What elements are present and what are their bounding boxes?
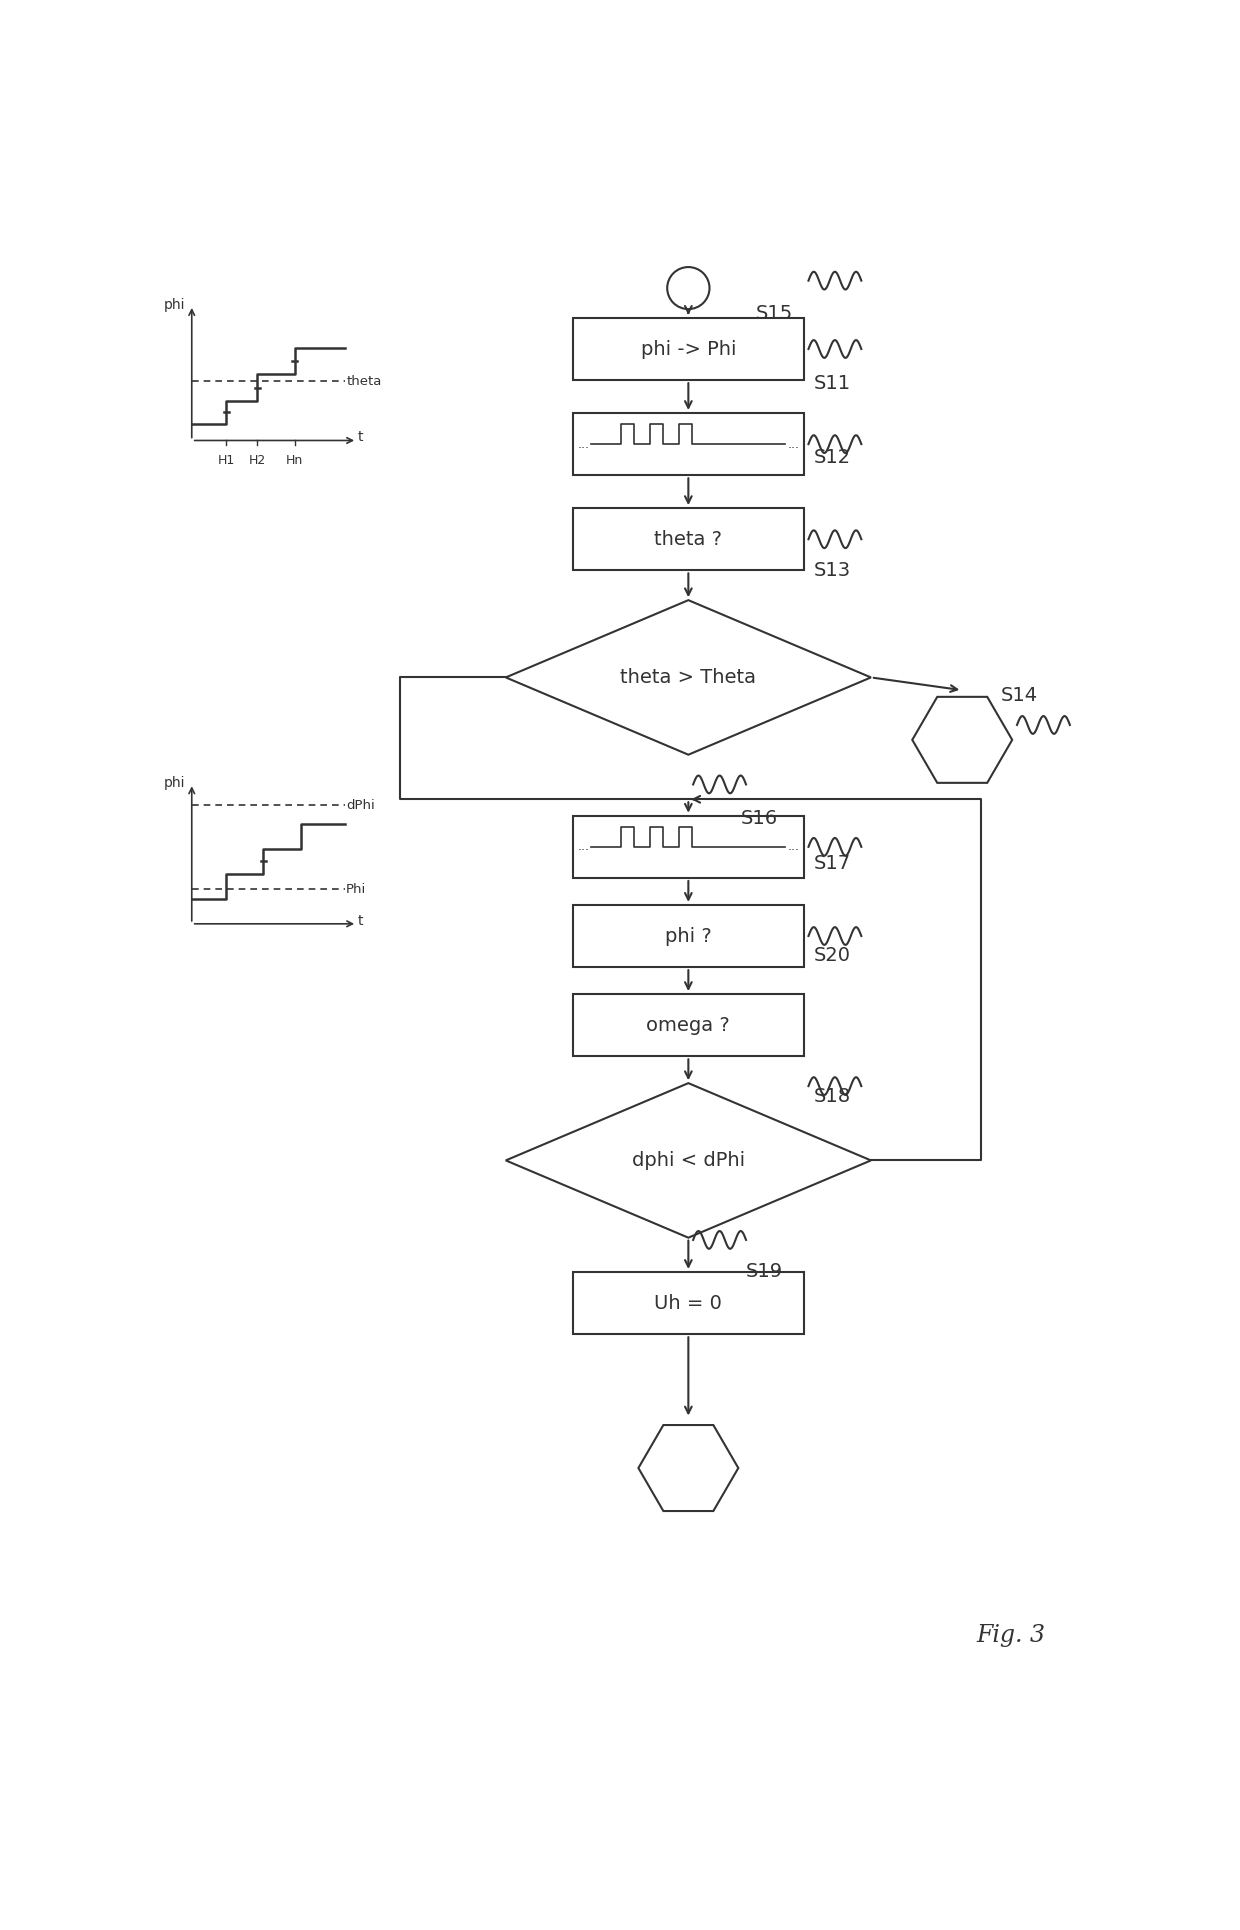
Text: phi -> Phi: phi -> Phi xyxy=(641,340,737,359)
Bar xyxy=(573,508,804,571)
Polygon shape xyxy=(506,600,870,755)
Text: S17: S17 xyxy=(813,853,851,872)
Text: theta ?: theta ? xyxy=(655,529,723,548)
Text: S11: S11 xyxy=(813,374,851,392)
Bar xyxy=(573,994,804,1056)
Text: S12: S12 xyxy=(813,448,851,467)
Text: ...: ... xyxy=(789,840,800,853)
Text: ...: ... xyxy=(578,438,589,450)
Bar xyxy=(573,1272,804,1334)
Text: omega ?: omega ? xyxy=(646,1015,730,1034)
Text: phi ?: phi ? xyxy=(665,926,712,946)
Text: S19: S19 xyxy=(746,1262,784,1282)
Text: theta > Theta: theta > Theta xyxy=(620,668,756,687)
Polygon shape xyxy=(913,697,1012,784)
Bar xyxy=(573,816,804,878)
Text: S14: S14 xyxy=(1001,685,1038,704)
Text: dphi < dPhi: dphi < dPhi xyxy=(632,1150,745,1170)
Bar xyxy=(573,318,804,380)
Text: S18: S18 xyxy=(813,1087,851,1106)
Polygon shape xyxy=(639,1424,738,1511)
Ellipse shape xyxy=(667,266,709,309)
Polygon shape xyxy=(506,1083,870,1237)
Text: S15: S15 xyxy=(755,303,792,322)
Text: S13: S13 xyxy=(813,562,851,579)
Text: ...: ... xyxy=(578,840,589,853)
Bar xyxy=(573,905,804,967)
Text: Fig. 3: Fig. 3 xyxy=(977,1625,1045,1648)
Bar xyxy=(573,413,804,475)
Text: S16: S16 xyxy=(742,809,779,828)
Text: Uh = 0: Uh = 0 xyxy=(655,1293,722,1312)
Text: ...: ... xyxy=(789,438,800,450)
Text: S20: S20 xyxy=(813,946,851,965)
